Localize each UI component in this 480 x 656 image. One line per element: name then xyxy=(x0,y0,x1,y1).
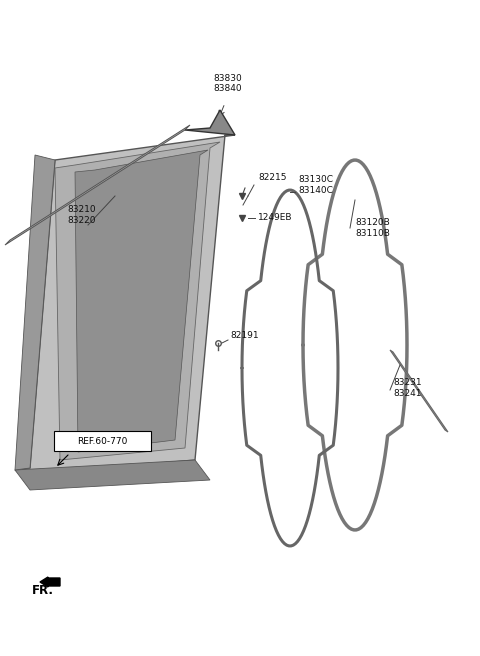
Text: 83130C
83140C: 83130C 83140C xyxy=(298,175,333,195)
FancyBboxPatch shape xyxy=(54,431,151,451)
Polygon shape xyxy=(15,155,55,470)
Text: 82215: 82215 xyxy=(258,173,287,182)
Polygon shape xyxy=(15,135,235,475)
Text: FR.: FR. xyxy=(32,583,54,596)
Text: 1249EB: 1249EB xyxy=(258,213,292,222)
Polygon shape xyxy=(15,460,210,490)
Text: 83231
83241: 83231 83241 xyxy=(393,379,421,398)
Text: REF.60-770: REF.60-770 xyxy=(77,436,127,445)
Polygon shape xyxy=(185,110,235,135)
Polygon shape xyxy=(75,150,208,452)
Text: 83210
83220: 83210 83220 xyxy=(68,205,96,225)
Polygon shape xyxy=(5,125,190,245)
Text: 82191: 82191 xyxy=(230,331,259,340)
Polygon shape xyxy=(55,142,220,460)
Text: 83830
83840: 83830 83840 xyxy=(214,73,242,93)
Polygon shape xyxy=(390,350,448,432)
FancyArrow shape xyxy=(40,577,60,587)
Text: 83120B
83110B: 83120B 83110B xyxy=(355,218,390,237)
